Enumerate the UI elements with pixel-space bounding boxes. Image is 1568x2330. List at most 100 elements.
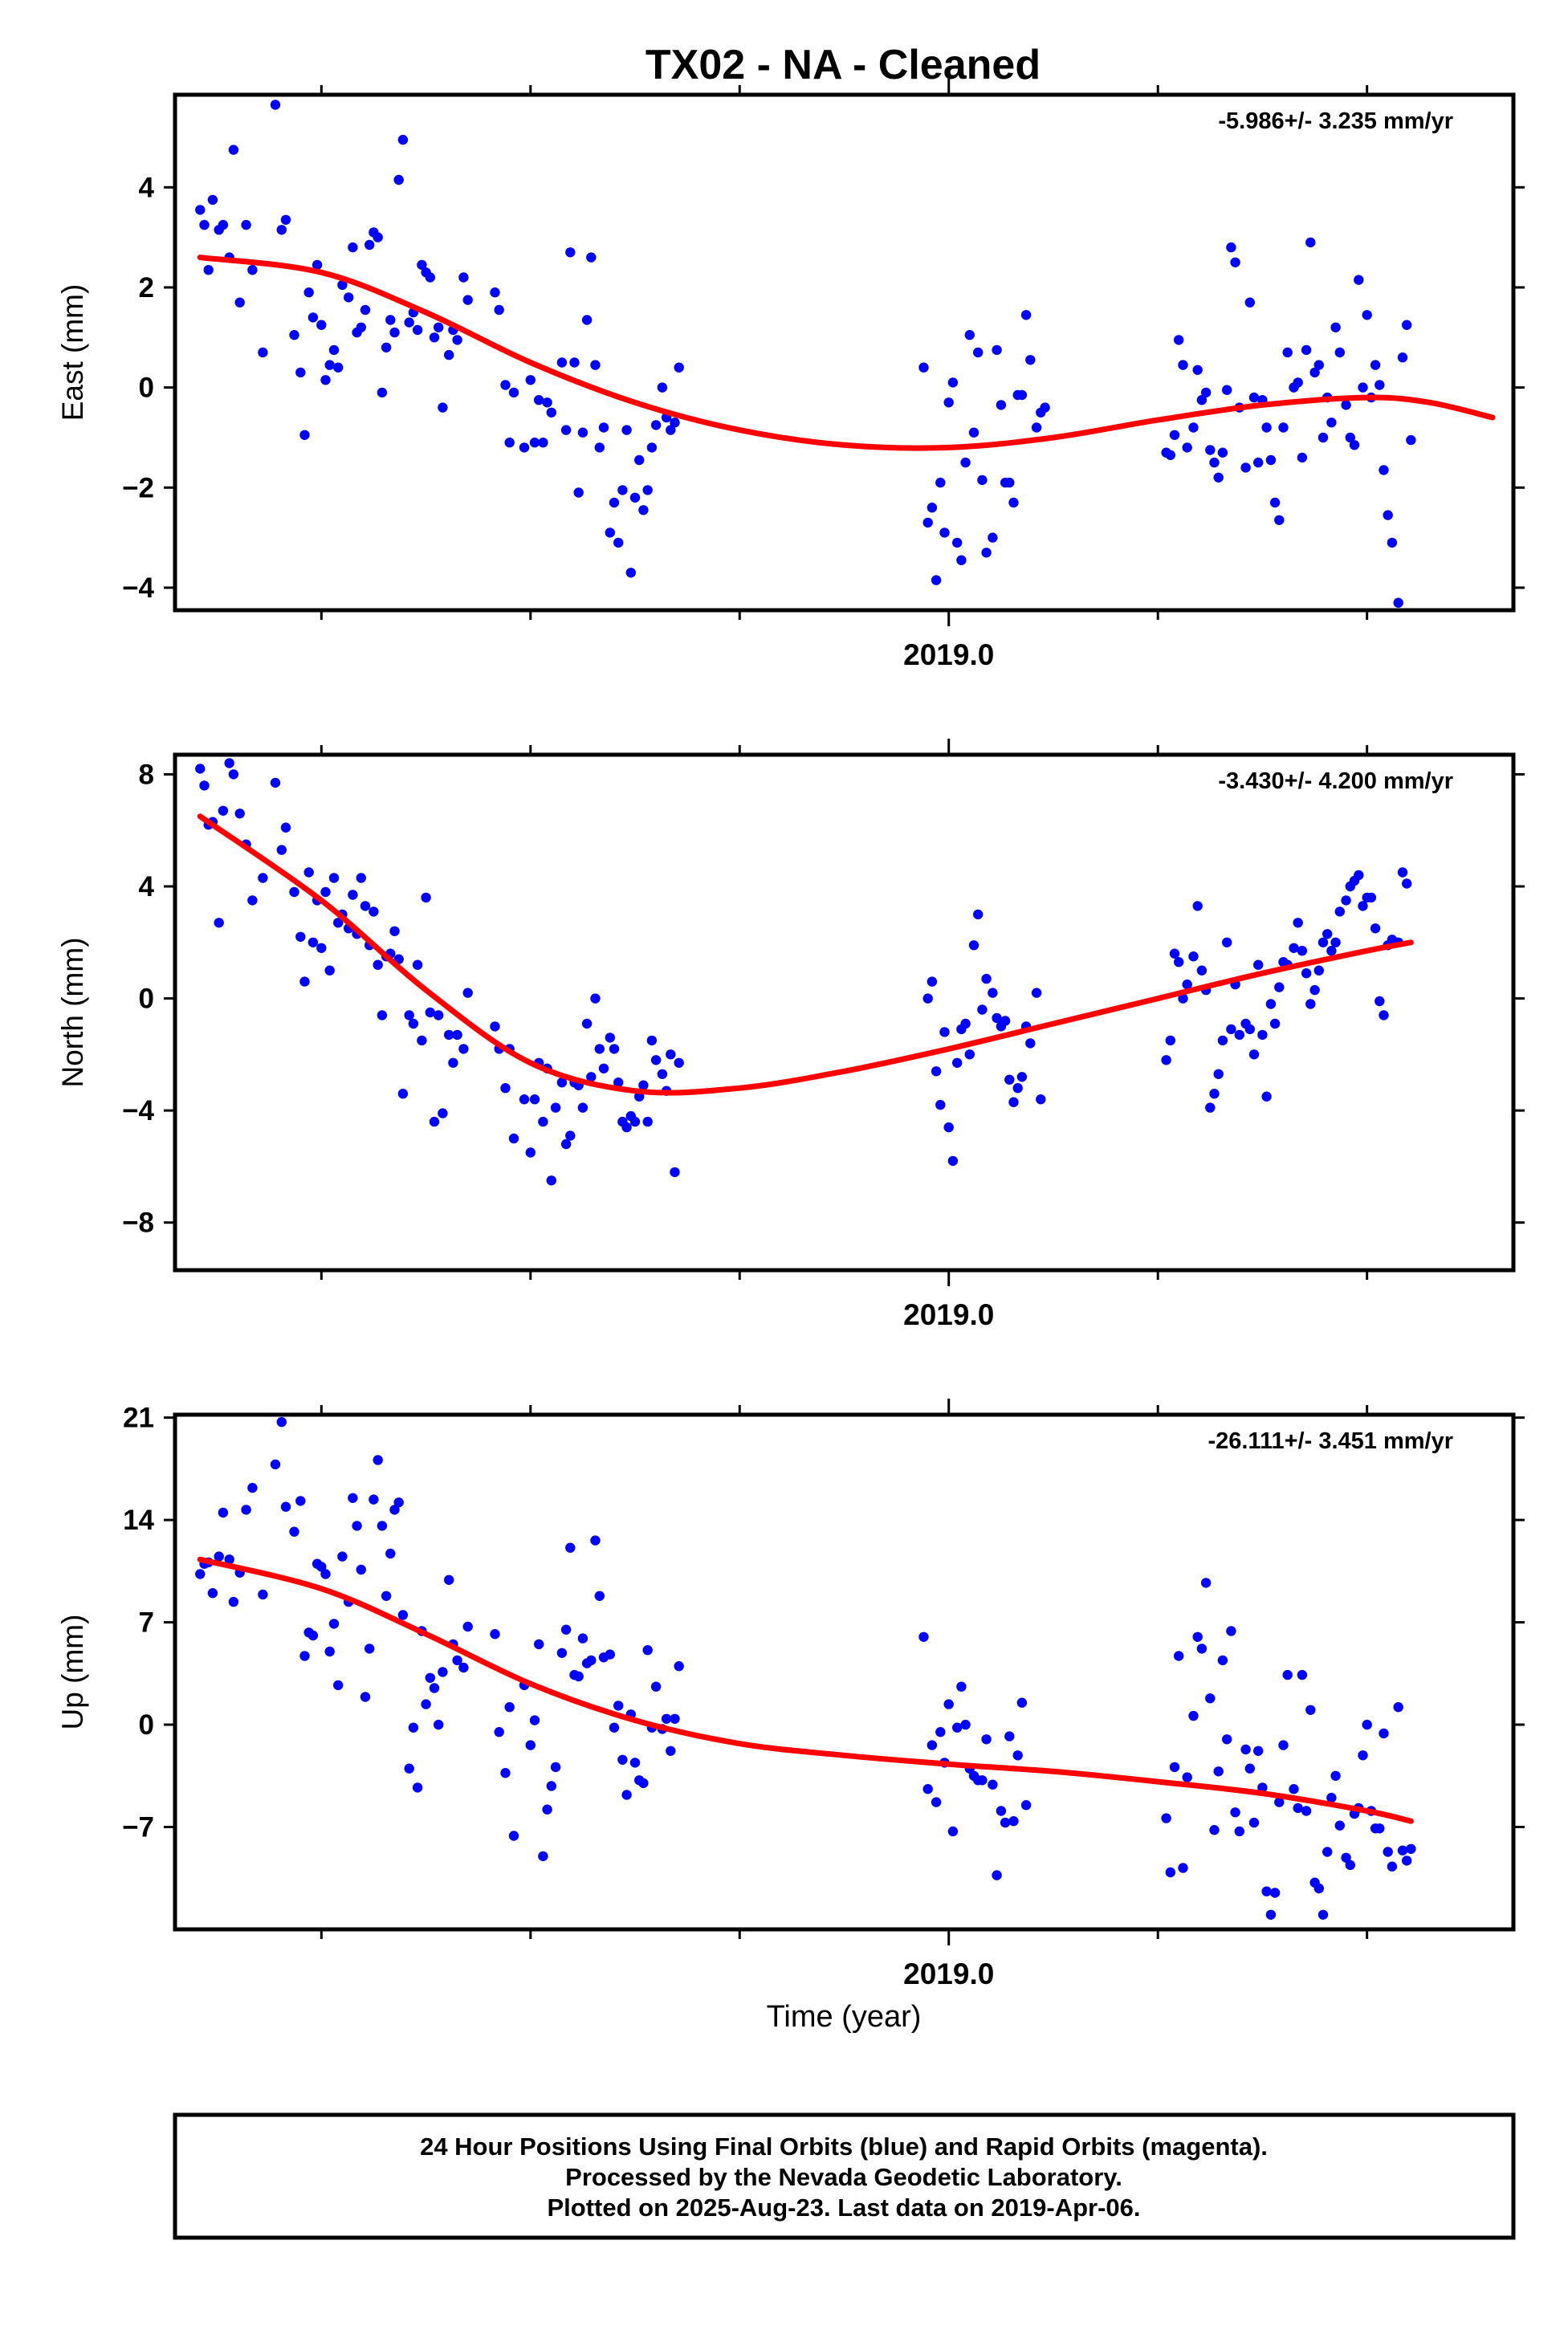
north-data-point	[320, 886, 331, 898]
up-data-point	[412, 1782, 423, 1793]
up-data-point	[1274, 1797, 1285, 1807]
east-data-point	[258, 347, 268, 358]
north-data-point	[218, 805, 229, 816]
east-data-point	[434, 322, 444, 332]
up-data-point	[195, 1569, 206, 1579]
up-data-point	[1165, 1867, 1176, 1878]
up-data-point	[258, 1589, 268, 1600]
up-data-point	[444, 1574, 454, 1586]
up-data-point	[573, 1671, 584, 1682]
east-data-point	[1334, 347, 1346, 358]
east-data-point	[393, 174, 404, 185]
east-data-point	[462, 295, 473, 305]
north-data-point	[1402, 878, 1412, 889]
north-data-point	[943, 1122, 954, 1133]
north-data-point	[356, 873, 366, 883]
east-data-point	[1383, 510, 1393, 520]
east-data-point	[577, 427, 589, 438]
east-data-point	[412, 324, 423, 336]
east-data-point	[452, 335, 462, 345]
north-data-point	[295, 931, 306, 943]
east-data-point	[324, 360, 335, 370]
north-data-point	[947, 1155, 959, 1167]
north-data-point	[1326, 946, 1337, 956]
east-data-point	[316, 320, 327, 330]
east-data-point	[1209, 457, 1220, 468]
up-data-point	[1383, 1847, 1393, 1857]
east-data-point	[605, 528, 615, 538]
east-data-point	[565, 247, 576, 258]
east-data-point	[1217, 447, 1228, 458]
east-data-point	[1318, 432, 1329, 443]
north-data-point	[1016, 1072, 1028, 1082]
up-data-point	[207, 1588, 218, 1599]
east-data-point	[1248, 392, 1260, 403]
north-data-point	[299, 976, 310, 987]
north-data-point	[280, 822, 291, 833]
north-data-point	[1196, 965, 1208, 976]
up-data-point	[1318, 1909, 1329, 1920]
east-data-point	[590, 360, 601, 370]
east-data-point	[973, 347, 984, 358]
north-data-point	[529, 1094, 540, 1105]
east-data-point	[195, 205, 206, 215]
north-data-point	[927, 976, 938, 987]
up-data-point	[1362, 1719, 1372, 1730]
up-y-axis-label: Up (mm)	[56, 1615, 89, 1730]
east-data-point	[381, 342, 392, 352]
north-data-point	[276, 845, 287, 855]
up-data-point	[996, 1806, 1007, 1816]
up-data-point	[629, 1758, 641, 1768]
east-data-point	[280, 214, 291, 225]
east-data-point	[1354, 275, 1364, 285]
up-data-point	[1244, 1763, 1256, 1774]
up-ytick-label: −7	[122, 1812, 154, 1843]
up-data-point	[438, 1667, 448, 1677]
east-data-point	[1297, 452, 1308, 463]
north-data-point	[525, 1147, 536, 1158]
north-data-point	[1178, 993, 1188, 1004]
up-data-point	[1012, 1750, 1023, 1761]
north-points	[195, 758, 1412, 1186]
east-y-axis-label: East (mm)	[56, 284, 89, 422]
up-data-point	[508, 1831, 519, 1841]
up-data-point	[605, 1649, 615, 1660]
up-data-point	[295, 1496, 306, 1506]
east-data-point	[1274, 515, 1285, 525]
north-data-point	[931, 1066, 942, 1077]
east-data-point	[650, 420, 662, 430]
north-data-point	[577, 1102, 589, 1113]
east-data-point	[977, 475, 988, 486]
north-data-point	[1354, 870, 1364, 881]
east-data-point	[1349, 440, 1360, 450]
up-data-point	[674, 1661, 684, 1672]
north-data-point	[1188, 951, 1199, 962]
up-data-point	[1345, 1860, 1356, 1871]
north-data-point	[519, 1094, 530, 1105]
north-data-point	[500, 1083, 511, 1094]
up-data-point	[429, 1683, 440, 1693]
north-data-point	[598, 1063, 609, 1074]
east-data-point	[344, 292, 354, 303]
east-xtick-label: 2019.0	[903, 638, 994, 671]
up-data-point	[1004, 1731, 1015, 1741]
east-ytick-label: 4	[139, 172, 155, 203]
north-data-point	[1261, 1091, 1272, 1102]
east-data-point	[1282, 347, 1293, 358]
north-data-point	[1397, 867, 1408, 878]
up-data-point	[1334, 1820, 1346, 1831]
up-ytick-label: 14	[123, 1505, 154, 1536]
north-data-point	[1341, 895, 1351, 906]
east-data-point	[1230, 257, 1240, 267]
north-data-point	[490, 1021, 500, 1032]
east-data-point	[508, 387, 519, 398]
north-data-point	[935, 1099, 946, 1110]
east-data-point	[947, 377, 959, 388]
north-data-point	[404, 1010, 414, 1020]
north-data-point	[650, 1055, 662, 1065]
north-data-point	[307, 937, 319, 948]
up-data-point	[1375, 1823, 1385, 1834]
up-data-point	[1387, 1861, 1398, 1872]
up-data-point	[988, 1779, 998, 1790]
north-data-point	[1244, 1024, 1256, 1035]
